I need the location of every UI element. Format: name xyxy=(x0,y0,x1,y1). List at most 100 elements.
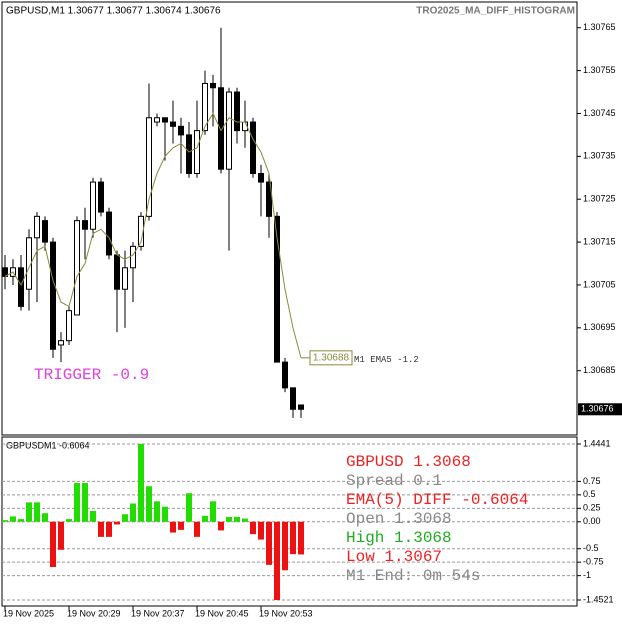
y-tick-label: 0.25 xyxy=(583,503,601,513)
candle-body xyxy=(114,254,120,290)
sub-title: GBPUSDM1 -0.6064 xyxy=(6,440,90,450)
info-line: GBPUSD 1.3068 xyxy=(346,453,471,471)
bar xyxy=(82,483,88,522)
candle-body xyxy=(98,181,104,213)
bar xyxy=(66,519,72,522)
candle-body xyxy=(298,404,304,410)
main-pane xyxy=(1,1,578,436)
bar xyxy=(282,521,288,571)
candle-body xyxy=(58,340,64,346)
bar xyxy=(170,521,176,533)
bar xyxy=(266,521,272,565)
bar xyxy=(26,502,32,522)
info-line: High 1.3068 xyxy=(346,529,452,547)
price-label-box xyxy=(578,403,622,416)
candle-body xyxy=(210,82,216,89)
y-tick-label: -1 xyxy=(583,570,591,580)
candle-body xyxy=(194,130,200,174)
bar xyxy=(90,511,96,522)
bar xyxy=(290,521,296,555)
info-line: Spread 0.1 xyxy=(346,472,442,490)
y-tick-label: 1.30745 xyxy=(583,108,616,118)
bar xyxy=(18,519,24,522)
candle-body xyxy=(258,172,264,183)
annotation: M1 EMA5 -1.2 xyxy=(354,355,419,365)
info-line: Low 1.3067 xyxy=(346,548,442,566)
candle-body xyxy=(66,310,72,342)
price-label: 1.30676 xyxy=(581,404,614,414)
y-tick-label: 0.75 xyxy=(583,476,601,486)
bar xyxy=(186,493,192,522)
bar xyxy=(138,444,144,522)
candle-body xyxy=(42,220,48,243)
bar xyxy=(98,521,104,537)
bar xyxy=(146,486,152,522)
candle-body xyxy=(178,125,184,136)
y-tick-label: 1.30725 xyxy=(583,194,616,204)
bar xyxy=(242,518,248,522)
bar xyxy=(234,516,240,522)
y-tick-label: -0.75 xyxy=(583,557,604,567)
candle-body xyxy=(130,245,136,269)
candle-body xyxy=(170,121,176,127)
bar xyxy=(130,503,136,522)
bar xyxy=(162,506,168,522)
x-tick-label: 19 Nov 20:37 xyxy=(131,608,185,618)
candle-body xyxy=(34,215,40,239)
candle-body xyxy=(226,91,232,170)
bar xyxy=(42,513,48,522)
candle-body xyxy=(266,181,272,217)
candle-body xyxy=(90,181,96,230)
candle-body xyxy=(162,117,168,123)
candle-body xyxy=(218,87,224,170)
x-tick-label: 19 Nov 2025 xyxy=(3,608,54,618)
candle-body xyxy=(186,134,192,174)
info-line: Open 1.3068 xyxy=(346,510,452,528)
candle-body xyxy=(282,361,288,389)
indicator-name: TRO2025_MA_DIFF_HISTOGRAM xyxy=(416,6,575,17)
bar xyxy=(74,483,80,522)
candle-body xyxy=(154,117,160,123)
bar xyxy=(210,501,216,522)
bar xyxy=(226,516,232,522)
y-tick-label: 1.30735 xyxy=(583,151,616,161)
bar xyxy=(58,521,64,550)
bar xyxy=(10,516,16,522)
ema-line xyxy=(4,112,302,358)
y-tick-label: 1.30695 xyxy=(583,322,616,332)
y-tick-label: 0.5 xyxy=(583,489,596,499)
candle-body xyxy=(18,267,24,307)
candle-body xyxy=(50,241,56,350)
candle-body xyxy=(74,220,80,316)
candle-body xyxy=(146,117,152,217)
bar xyxy=(50,521,56,568)
bar xyxy=(178,521,184,530)
chart-title: GBPUSD,M1 1.30677 1.30677 1.30674 1.3067… xyxy=(6,6,221,17)
candle-body xyxy=(290,387,296,410)
y-tick-label: 1.30715 xyxy=(583,236,616,246)
bar xyxy=(2,520,8,522)
bar xyxy=(250,521,256,535)
bar xyxy=(202,515,208,522)
info-line: EMA(5) DIFF -0.6064 xyxy=(346,491,528,509)
bar xyxy=(154,501,160,522)
y-tick-label: 1.4441 xyxy=(583,438,611,448)
bar xyxy=(218,521,224,531)
y-tick-label: -1.4521 xyxy=(583,594,614,604)
y-tick-label: 0.00 xyxy=(583,516,601,526)
y-tick-label: 1.30685 xyxy=(583,365,616,375)
candle-body xyxy=(234,91,240,132)
bar xyxy=(122,514,128,522)
candle-body xyxy=(106,211,112,256)
bar xyxy=(34,502,40,522)
y-tick-label: 1.30755 xyxy=(583,65,616,75)
bar xyxy=(258,521,264,540)
bar xyxy=(298,521,304,555)
candle-body xyxy=(274,215,280,363)
annotation: TRIGGER -0.9 xyxy=(34,366,149,384)
info-line: M1 End: 0m 54s xyxy=(346,567,480,585)
bar xyxy=(106,521,112,537)
y-tick-label: 1.30705 xyxy=(583,279,616,289)
y-tick-label: 1.30765 xyxy=(583,22,616,32)
